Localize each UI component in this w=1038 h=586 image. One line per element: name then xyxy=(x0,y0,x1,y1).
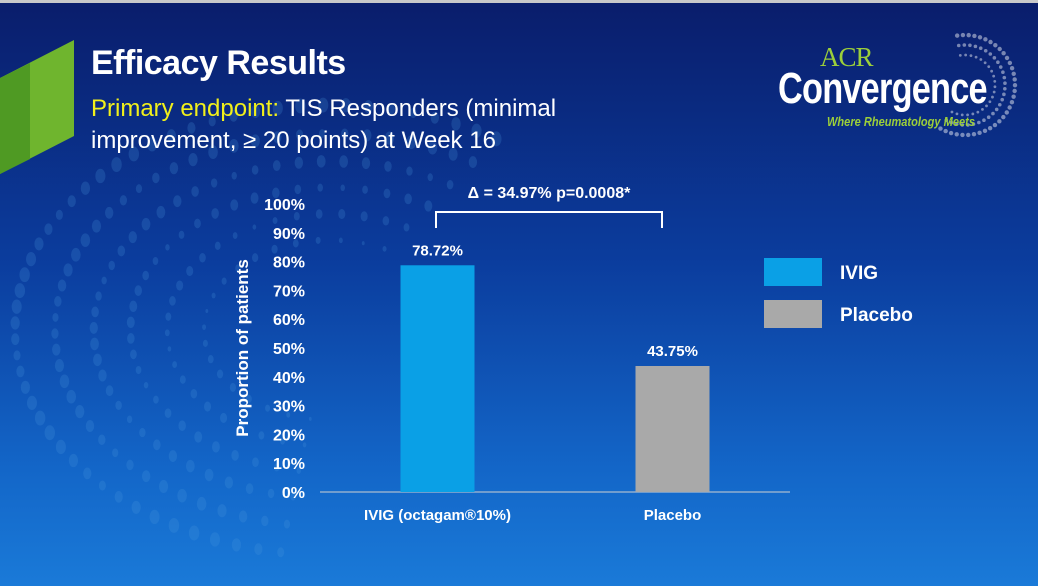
y-tick-label: 60% xyxy=(273,312,305,329)
bar-value-label: 43.75% xyxy=(647,343,698,360)
y-tick-label: 50% xyxy=(273,341,305,358)
slide-subtitle: Primary endpoint: TIS Responders (minima… xyxy=(91,93,631,157)
green-tab-decoration xyxy=(0,40,74,174)
bar-ivig xyxy=(400,265,475,492)
y-tick-label: 100% xyxy=(264,197,305,214)
logo-tagline: Where Rheumatology Meets xyxy=(827,114,975,129)
y-tick-label: 10% xyxy=(273,456,305,473)
y-tick-label: 40% xyxy=(273,370,305,387)
logo-convergence-text: Convergence xyxy=(778,64,988,113)
y-tick-label: 0% xyxy=(282,485,305,502)
legend-label-placebo: Placebo xyxy=(840,305,913,326)
subtitle-text-line2: improvement, ≥ 20 points) at Week 16 xyxy=(91,127,496,154)
bar-value-label: 78.72% xyxy=(412,242,463,259)
y-tick-label: 70% xyxy=(273,283,305,300)
significance-bracket xyxy=(435,211,663,228)
slide-title: Efficacy Results xyxy=(91,44,346,82)
logo-dot-ring xyxy=(938,32,1018,138)
subtitle-text-line1: TIS Responders (minimal xyxy=(279,95,557,122)
legend-label-ivig: IVIG xyxy=(840,263,878,284)
y-tick-label: 80% xyxy=(273,255,305,272)
logo-acr-text: ACR xyxy=(820,42,874,72)
top-border xyxy=(0,0,1038,3)
y-tick-label: 90% xyxy=(273,226,305,243)
significance-annotation: Δ = 34.97% p=0.0008* xyxy=(468,185,632,202)
x-category-label: Placebo xyxy=(644,507,702,524)
acr-convergence-logo: ACR Convergence Where Rheumatology Meets xyxy=(775,30,1025,140)
y-tick-label: 30% xyxy=(273,399,305,416)
legend-swatch-ivig xyxy=(764,258,822,286)
subtitle-highlight: Primary endpoint: xyxy=(91,95,280,122)
x-category-label: IVIG (octagam®10%) xyxy=(364,507,511,524)
y-axis-title: Proportion of patients xyxy=(233,259,252,437)
bar-placebo xyxy=(635,366,710,492)
legend-swatch-placebo xyxy=(764,300,822,328)
y-tick-label: 20% xyxy=(273,427,305,444)
